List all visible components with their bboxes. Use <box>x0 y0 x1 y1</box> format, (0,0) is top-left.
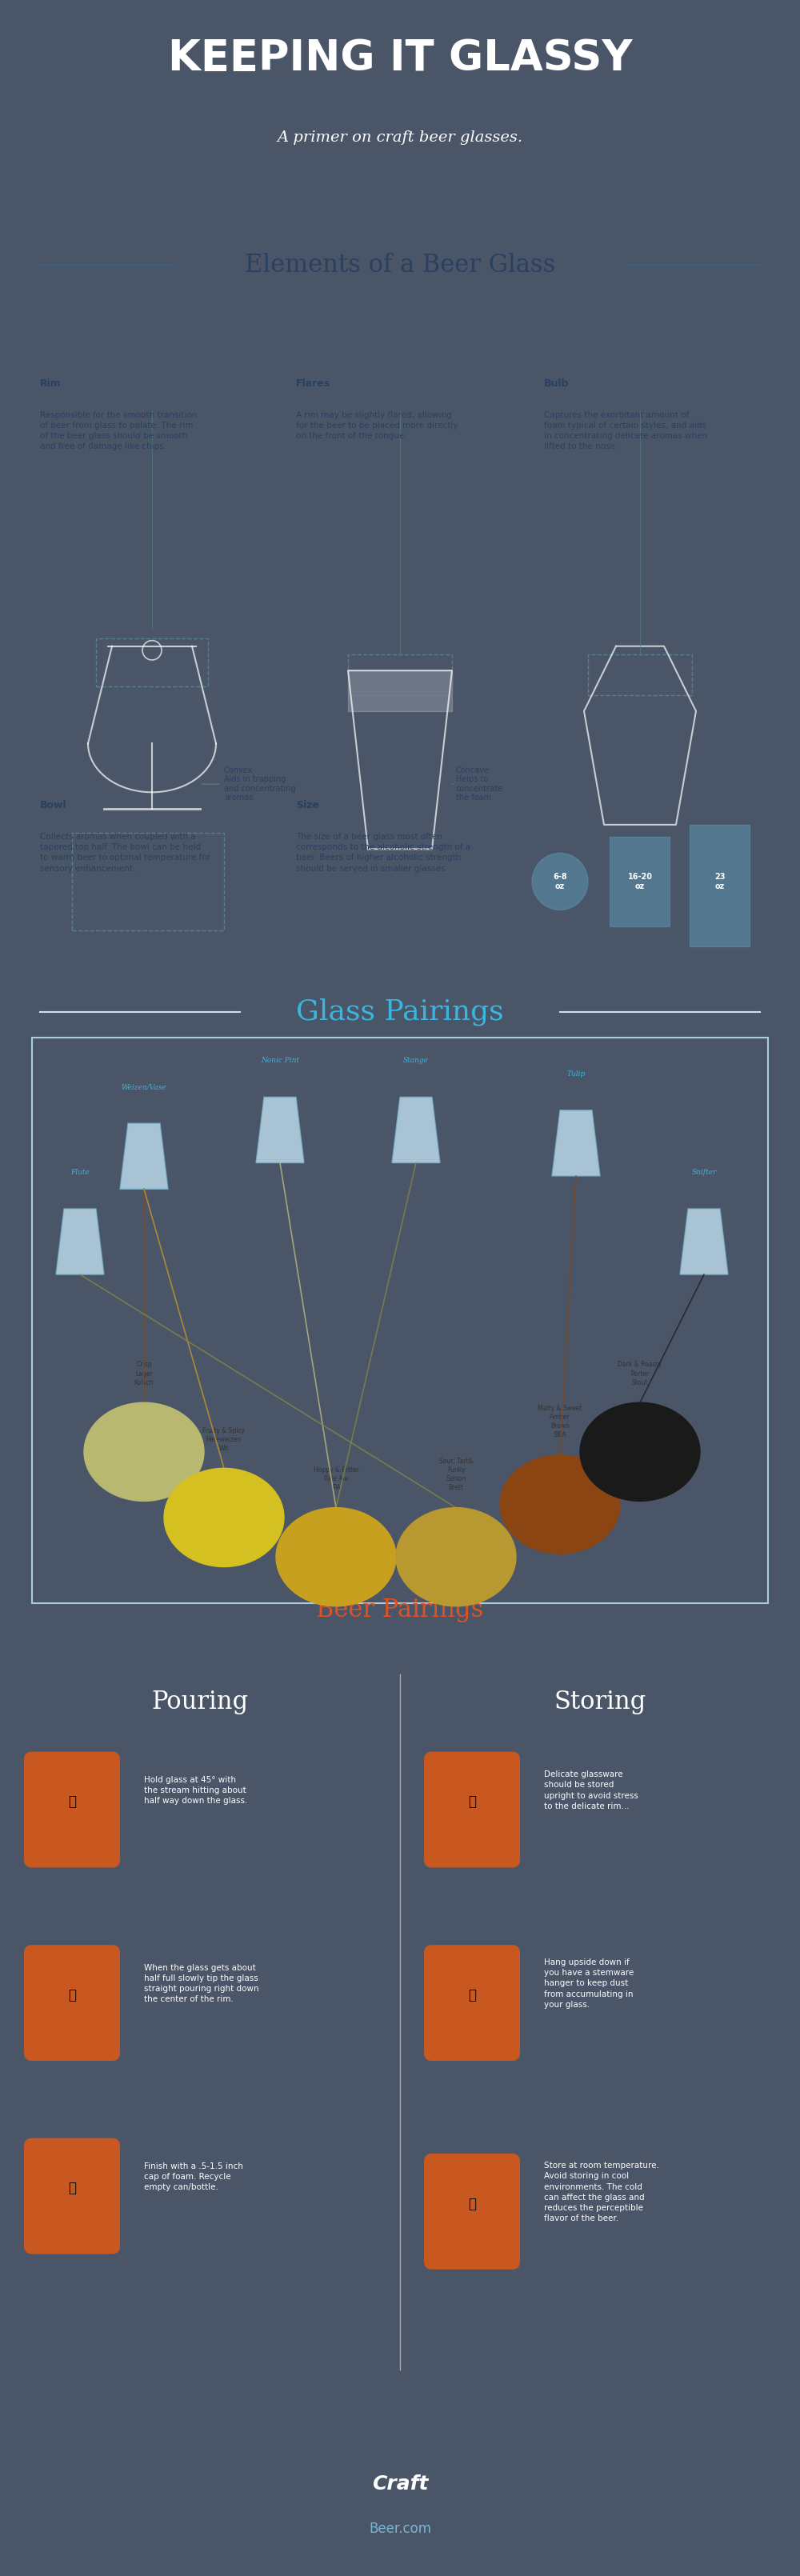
Text: Weizen/Vase: Weizen/Vase <box>122 1084 166 1090</box>
Polygon shape <box>256 1097 304 1162</box>
Circle shape <box>84 1401 204 1502</box>
Text: The size of a beer glass most often
corresponds to the alcoholic strength of a
b: The size of a beer glass most often corr… <box>296 832 470 873</box>
Text: Captures the exorbitant amount of
foam typical of certain styles, and aids
in co: Captures the exorbitant amount of foam t… <box>544 410 707 451</box>
Text: Beer.com: Beer.com <box>369 2522 431 2537</box>
FancyBboxPatch shape <box>24 2138 120 2254</box>
Text: 6-8
oz: 6-8 oz <box>553 873 567 891</box>
Text: Flute: Flute <box>70 1170 90 1175</box>
Text: Bulb: Bulb <box>544 379 569 389</box>
Text: Glass Pairings: Glass Pairings <box>296 997 504 1025</box>
Text: Dark & Roasty
Porter
Stout: Dark & Roasty Porter Stout <box>618 1360 662 1386</box>
Text: Size: Size <box>296 801 319 811</box>
Text: Malty & Sweet
Amber
Brown
BBA: Malty & Sweet Amber Brown BBA <box>538 1404 582 1437</box>
Text: A primer on craft beer glasses.: A primer on craft beer glasses. <box>277 131 523 144</box>
Text: Crisp
Lager
Kolsch: Crisp Lager Kolsch <box>134 1360 154 1386</box>
Text: 🍺: 🍺 <box>68 1795 76 1808</box>
Polygon shape <box>348 670 452 711</box>
FancyBboxPatch shape <box>424 1945 520 2061</box>
Text: Finish with a .5-1.5 inch
cap of foam. Recycle
empty can/bottle.: Finish with a .5-1.5 inch cap of foam. R… <box>144 2161 243 2192</box>
Polygon shape <box>392 1097 440 1162</box>
Text: Beer Pairings: Beer Pairings <box>316 1597 484 1623</box>
FancyBboxPatch shape <box>610 837 670 927</box>
Circle shape <box>580 1401 700 1502</box>
FancyBboxPatch shape <box>424 2154 520 2269</box>
Text: 🥛: 🥛 <box>468 2197 476 2210</box>
Text: Snifter: Snifter <box>691 1170 717 1175</box>
Text: 🥛: 🥛 <box>468 1795 476 1808</box>
Text: Sour, Tart&
Funky
Saison
Brett: Sour, Tart& Funky Saison Brett <box>439 1458 473 1492</box>
Text: Convex
Aids in trapping
and concentrating
aromas.: Convex Aids in trapping and concentratin… <box>202 765 296 801</box>
Circle shape <box>276 1507 396 1607</box>
FancyBboxPatch shape <box>690 824 750 945</box>
Text: 23
oz: 23 oz <box>714 873 726 891</box>
Text: 🍺: 🍺 <box>68 1989 76 2002</box>
Text: Hoppy & Bitter
Pale Ale
IPA: Hoppy & Bitter Pale Ale IPA <box>314 1466 358 1492</box>
Text: When the glass gets about
half full slowly tip the glass
straight pouring right : When the glass gets about half full slow… <box>144 1963 259 2004</box>
FancyBboxPatch shape <box>24 1945 120 2061</box>
Circle shape <box>500 1455 620 1553</box>
Text: Delicate glassware
should be stored
upright to avoid stress
to the delicate rim.: Delicate glassware should be stored upri… <box>544 1770 638 1811</box>
Polygon shape <box>680 1208 728 1275</box>
Polygon shape <box>552 1110 600 1175</box>
Polygon shape <box>56 1208 104 1275</box>
Text: Hold glass at 45° with
the stream hitting about
half way down the glass.: Hold glass at 45° with the stream hittin… <box>144 1775 247 1806</box>
Text: A rim may be slightly flared, allowing
for the beer to be placed more directly
o: A rim may be slightly flared, allowing f… <box>296 410 458 440</box>
Text: Collects aromas when coupled with a
tapered top half. The bowl can be held
to wa: Collects aromas when coupled with a tape… <box>40 832 210 873</box>
Text: Fruity & Spicy
Hefeweizen
Wit: Fruity & Spicy Hefeweizen Wit <box>202 1427 246 1453</box>
FancyBboxPatch shape <box>24 1752 120 1868</box>
Circle shape <box>164 1468 284 1566</box>
Text: Responsible for the smooth transition
of beer from glass to palate. The rim
of t: Responsible for the smooth transition of… <box>40 410 197 451</box>
FancyBboxPatch shape <box>424 1752 520 1868</box>
Text: Concave
Helps to
concentrate
the foam.: Concave Helps to concentrate the foam. <box>452 765 503 801</box>
Text: Flares: Flares <box>296 379 330 389</box>
Text: Stange: Stange <box>403 1056 429 1064</box>
Text: Craft: Craft <box>372 2476 428 2494</box>
Text: KEEPING IT GLASSY: KEEPING IT GLASSY <box>168 39 632 80</box>
Text: Rim: Rim <box>40 379 62 389</box>
Text: Elements of a Beer Glass: Elements of a Beer Glass <box>245 252 555 278</box>
Text: Bowl: Bowl <box>40 801 67 811</box>
Text: Hang upside down if
you have a stemware
hanger to keep dust
from accumulating in: Hang upside down if you have a stemware … <box>544 1958 634 2009</box>
Text: 🍺: 🍺 <box>68 2182 76 2195</box>
Text: Storing: Storing <box>554 1690 646 1716</box>
Circle shape <box>532 853 588 909</box>
Circle shape <box>396 1507 516 1607</box>
Text: 🥛: 🥛 <box>468 1989 476 2002</box>
Polygon shape <box>120 1123 168 1190</box>
Text: 16-20
oz: 16-20 oz <box>627 873 653 891</box>
Text: Tulip: Tulip <box>566 1069 586 1077</box>
Text: Nonic Pint: Nonic Pint <box>261 1056 299 1064</box>
Text: Pouring: Pouring <box>151 1690 249 1716</box>
Text: Store at room temperature.
Avoid storing in cool
environments. The cold
can affe: Store at room temperature. Avoid storing… <box>544 2161 659 2223</box>
